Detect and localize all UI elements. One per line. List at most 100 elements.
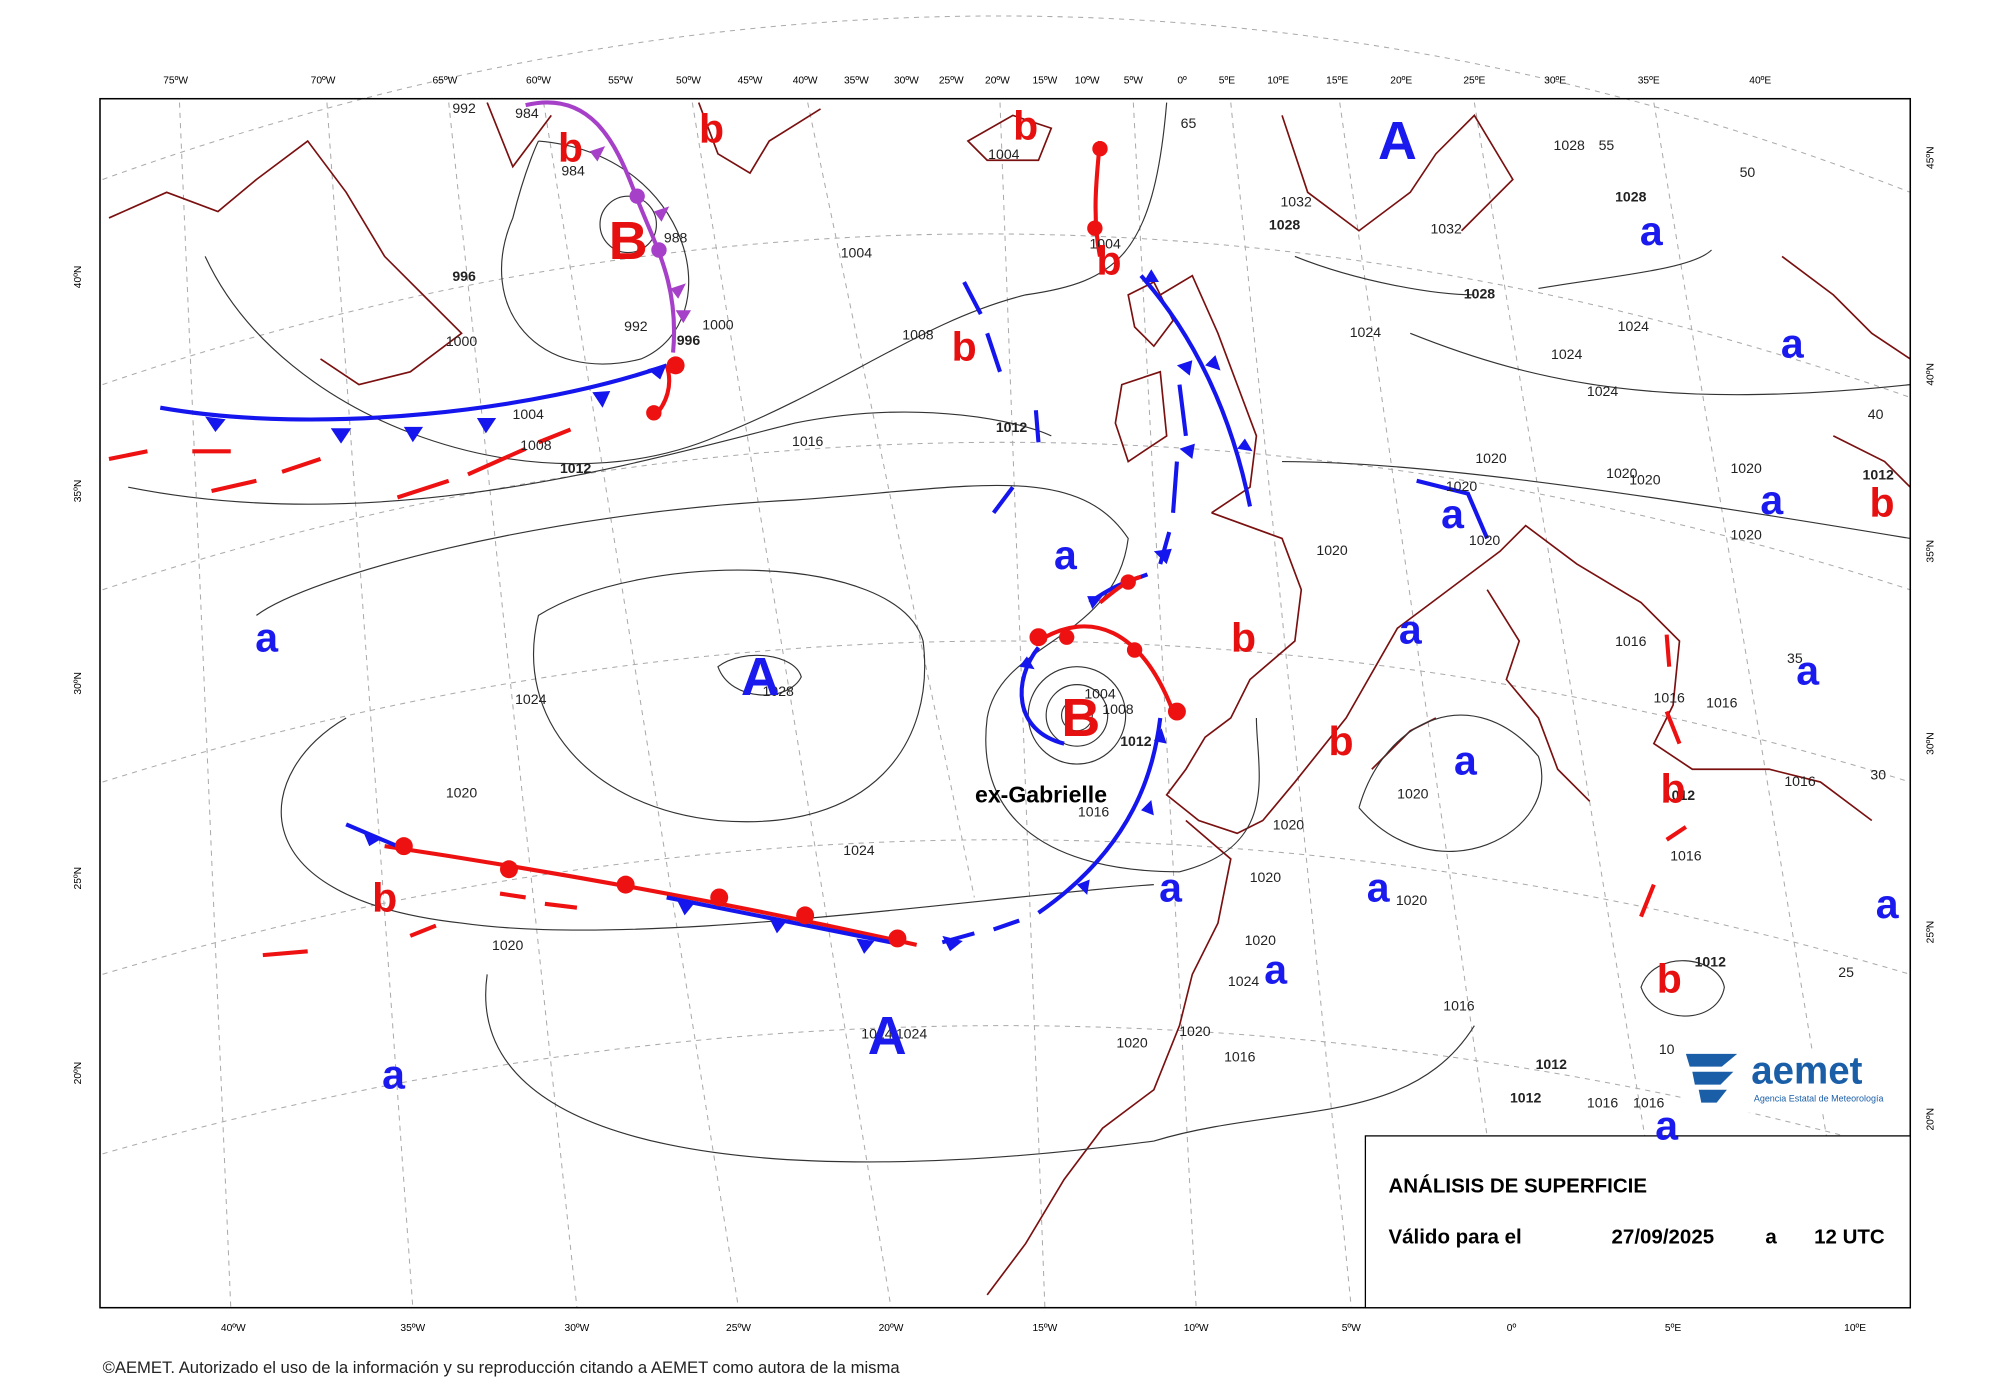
- isobar-label: 25: [1838, 964, 1854, 980]
- pressure-center-minor: a: [255, 614, 279, 660]
- pressure-center-minor: a: [1655, 1103, 1679, 1149]
- pressure-center-minor: b: [1231, 614, 1256, 660]
- isobar-label: 1020: [1606, 465, 1638, 481]
- isobar-label: 996: [452, 268, 476, 284]
- isobar-label: 1016: [1706, 695, 1738, 711]
- pressure-center-minor: a: [1367, 864, 1391, 910]
- bottom-axis-label: 5ºW: [1342, 1323, 1361, 1334]
- isobar-label: 1012: [1863, 466, 1895, 482]
- left-axis-label: 25ºN: [73, 867, 84, 890]
- isobar-label: 1020: [1179, 1023, 1211, 1039]
- isobar-label: 1016: [1615, 633, 1647, 649]
- isobar-label: 1028: [1269, 216, 1301, 232]
- pressure-center-major: A: [1378, 111, 1417, 171]
- top-axis-label: 35ºE: [1638, 75, 1660, 86]
- top-axis-label: 45ºW: [738, 75, 763, 86]
- isobar-label: 1016: [1224, 1049, 1256, 1065]
- pressure-center-minor: a: [1760, 477, 1784, 523]
- left-axis-label: 20ºN: [73, 1062, 84, 1085]
- isobar-label: 992: [624, 318, 648, 334]
- isobar-label: 1012: [1120, 733, 1152, 749]
- pressure-center-minor: b: [1013, 103, 1038, 149]
- isobar-label: 1020: [1629, 472, 1661, 488]
- top-axis-label: 25ºW: [939, 75, 964, 86]
- isobar-label: 1020: [1396, 892, 1428, 908]
- isobar-label: 988: [664, 229, 688, 245]
- isobar-label: 996: [677, 332, 701, 348]
- right-axis-label: 20ºN: [1925, 1108, 1936, 1131]
- bottom-axis-label: 40ºW: [221, 1323, 246, 1334]
- top-axis-label: 5ºW: [1124, 75, 1143, 86]
- top-axis-label: 5ºE: [1219, 75, 1235, 86]
- right-axis-label: 40ºN: [1925, 363, 1936, 386]
- isobar-label: 1020: [1446, 478, 1478, 494]
- isobar-label: 1012: [1510, 1090, 1542, 1106]
- isobar-label: 1032: [1280, 193, 1312, 209]
- pressure-center-minor: b: [1096, 237, 1121, 283]
- top-axis-label: 30ºW: [894, 75, 919, 86]
- isobar-label: 1028: [763, 683, 795, 699]
- isobar-label: 1024: [515, 691, 547, 707]
- info-box: [1364, 1135, 1911, 1309]
- isobar-label: 1012: [560, 460, 592, 476]
- isobar-label: 50: [1740, 164, 1756, 180]
- isobar-label: 1016: [1078, 804, 1110, 820]
- isobar-label: 1020: [1245, 932, 1277, 948]
- isobar-label: 1004: [513, 406, 545, 422]
- isobar-label: 40: [1868, 406, 1884, 422]
- isobars: [128, 102, 1911, 1163]
- pressure-center-minor: b: [699, 105, 724, 151]
- info-connector: a: [1765, 1226, 1777, 1249]
- isobar-label: 1000: [702, 316, 734, 332]
- isobar-label: 1020: [1250, 869, 1282, 885]
- isobar-label: 1012: [1664, 787, 1696, 803]
- pressure-center-minor: a: [1054, 532, 1078, 578]
- bottom-axis-label: 15ºW: [1032, 1323, 1057, 1334]
- pressure-center-minor: b: [558, 125, 583, 171]
- isobar-label: 1024: [843, 842, 875, 858]
- top-axis-label: 10ºW: [1075, 75, 1100, 86]
- pressure-center-minor: b: [952, 323, 977, 369]
- bottom-axis-label: 20ºW: [879, 1323, 904, 1334]
- top-axis-label: 55ºW: [608, 75, 633, 86]
- isobar-label: 1020: [492, 937, 524, 953]
- top-axis-label: 15ºE: [1326, 75, 1348, 86]
- isobar-label: 1020: [1116, 1034, 1148, 1050]
- warm-front-symbols: [394, 141, 1186, 948]
- top-axis-label: 0º: [1177, 75, 1187, 86]
- right-axis-label: 30ºN: [1925, 732, 1936, 755]
- isobar-label: 1020: [446, 784, 478, 800]
- isobar-label: 1020: [1730, 527, 1762, 543]
- isobar-label: 1028: [1464, 286, 1496, 302]
- pressure-center-major: B: [1061, 688, 1100, 748]
- copyright: ©AEMET. Autorizado el uso de la informac…: [103, 1358, 901, 1377]
- isobar-label: 1024: [1228, 973, 1260, 989]
- isobar-label: 1004: [1084, 686, 1116, 702]
- logo-mark: [1685, 1053, 1738, 1103]
- left-axis-label: 30ºN: [73, 672, 84, 695]
- pressure-center-minor: a: [1441, 491, 1465, 537]
- top-axis-label: 20ºW: [985, 75, 1010, 86]
- isobar-label: 1024: [896, 1025, 928, 1041]
- isobar-label: 1016: [1654, 690, 1686, 706]
- isobar-label: 1020: [1397, 786, 1429, 802]
- left-axis-label: 35ºN: [73, 480, 84, 503]
- bottom-axis-label: 30ºW: [565, 1323, 590, 1334]
- pressure-center-minor: a: [1640, 208, 1664, 254]
- pressure-center-minor: a: [1399, 607, 1423, 653]
- top-axis-label: 65ºW: [432, 75, 457, 86]
- info-date: 27/09/2025: [1612, 1226, 1715, 1249]
- isobar-label: 1004: [1089, 236, 1121, 252]
- isobar-label: 1028: [1615, 188, 1647, 204]
- top-axis-label: 10ºE: [1267, 75, 1289, 86]
- left-axis-label: 40ºN: [73, 266, 84, 289]
- info-time: 12 UTC: [1814, 1226, 1885, 1249]
- logo-subtitle: Agencia Estatal de Meteorología: [1754, 1093, 1884, 1103]
- isobar-label: 1012: [1536, 1056, 1568, 1072]
- isobar-label: 1004: [988, 146, 1020, 162]
- isobar-label: 55: [1599, 137, 1615, 153]
- pressure-center-minor: a: [1454, 737, 1478, 783]
- bottom-axis-label: 10ºW: [1184, 1323, 1209, 1334]
- top-axis-label: 70ºW: [311, 75, 336, 86]
